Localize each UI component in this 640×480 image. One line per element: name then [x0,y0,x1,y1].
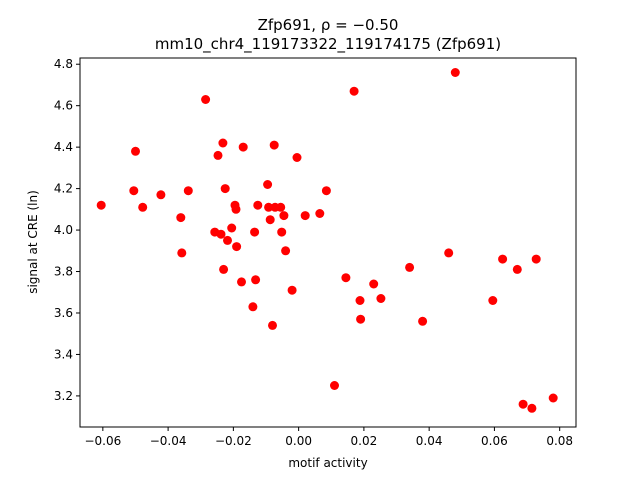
data-point [518,399,528,409]
chart-title-line2: mm10_chr4_119173322_119174175 (Zfp691) [155,35,501,54]
data-point [269,140,279,150]
x-tick-label: 0.02 [351,434,378,448]
y-tick-label: 3.8 [54,265,73,279]
x-axis-ticks: −0.06 −0.04 −0.02 0.00 0.02 0.04 0.06 0.08 [84,427,573,448]
data-point [250,227,260,237]
data-point [268,320,277,330]
data-points [96,68,558,413]
y-tick-label: 4.6 [54,99,73,113]
data-point [376,294,386,303]
data-point [356,314,366,324]
data-point [444,248,454,258]
data-point [176,213,186,223]
data-point [276,202,286,212]
data-point [213,150,223,160]
x-tick-label: −0.02 [215,434,252,448]
data-point [223,235,232,245]
chart-title-line1: Zfp691, ρ = −0.50 [258,16,399,34]
data-point [263,180,273,189]
data-point [349,86,359,96]
data-point [218,138,228,148]
data-point [341,273,351,283]
data-point [512,264,522,274]
data-point [265,215,275,225]
y-tick-label: 4.2 [54,182,73,196]
y-tick-label: 4.4 [54,140,73,154]
data-point [264,202,274,212]
data-point [219,264,229,274]
data-point [201,95,211,104]
data-point [96,200,106,210]
data-point [498,254,508,264]
data-point [315,209,325,218]
data-point [527,403,537,413]
data-point [156,190,166,200]
data-point [251,275,261,285]
y-axis-ticks: 3.2 3.4 3.6 3.8 4.0 4.2 4.4 4.6 4.8 [54,57,80,403]
data-point [220,184,230,194]
data-point [279,211,289,221]
data-point [300,211,310,221]
x-tick-label: 0.00 [285,434,312,448]
data-point [232,242,242,252]
x-tick-label: −0.06 [84,434,121,448]
data-point [177,248,187,258]
y-tick-label: 3.6 [54,306,73,320]
x-tick-label: 0.08 [546,434,573,448]
y-axis-label: signal at CRE (ln) [26,190,40,294]
data-point [330,381,339,390]
data-point [405,262,415,272]
data-point [488,296,498,305]
data-point [237,277,246,287]
data-point [531,254,541,264]
y-tick-label: 4.8 [54,57,73,71]
x-tick-label: 0.04 [416,434,443,448]
data-point [238,142,248,152]
data-point [287,285,297,295]
data-point [418,316,428,326]
x-tick-label: 0.06 [481,434,508,448]
data-point [292,153,302,162]
data-point [321,186,331,196]
data-point [548,393,558,403]
data-point [129,186,139,196]
x-tick-label: −0.04 [150,434,187,448]
data-point [248,302,258,312]
data-point [355,296,365,305]
x-axis-label: motif activity [288,456,367,470]
y-tick-label: 3.2 [54,389,73,403]
data-point [138,202,148,212]
data-point [277,227,287,237]
data-point [216,229,226,239]
data-point [253,200,263,210]
data-point [131,146,140,156]
data-point [183,186,193,196]
y-tick-label: 3.4 [54,347,73,361]
data-point [227,223,237,233]
data-point [281,246,291,256]
data-point [450,68,460,77]
plot-area-frame [79,57,577,428]
y-tick-label: 4.0 [54,223,73,237]
data-point [231,204,241,214]
data-point [369,279,379,289]
